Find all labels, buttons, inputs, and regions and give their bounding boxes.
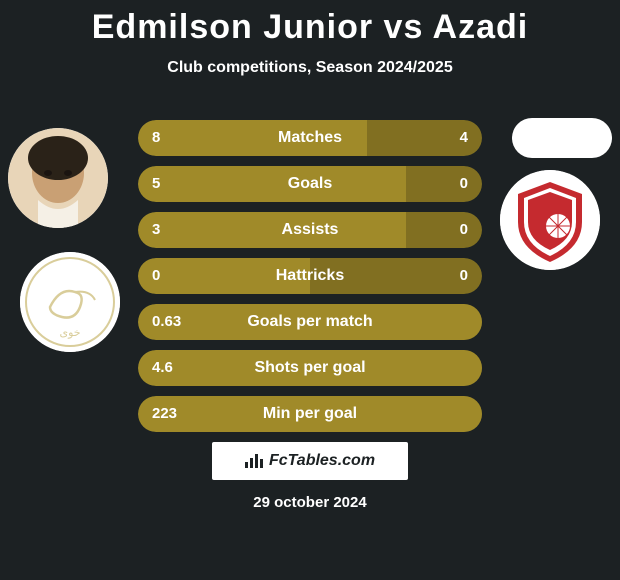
stat-row: 4.6Shots per goal	[138, 350, 482, 386]
player2-avatar	[512, 118, 612, 158]
brand-logo: FcTables.com	[212, 442, 408, 480]
stat-row: 3Assists0	[138, 212, 482, 248]
stat-value-right: 0	[460, 258, 468, 294]
stat-value-right: 0	[460, 212, 468, 248]
stat-rows: 8Matches45Goals03Assists00Hattricks00.63…	[138, 120, 482, 442]
brand-text: FcTables.com	[269, 452, 375, 470]
player1-club-crest: خوی	[20, 252, 120, 352]
stat-label: Matches	[138, 120, 482, 156]
stat-row: 0Hattricks0	[138, 258, 482, 294]
stat-label: Goals	[138, 166, 482, 202]
stat-row: 8Matches4	[138, 120, 482, 156]
stat-label: Shots per goal	[138, 350, 482, 386]
page-title: Edmilson Junior vs Azadi	[0, 0, 620, 47]
svg-text:خوی: خوی	[59, 327, 80, 339]
player2-club-crest	[500, 170, 600, 270]
player1-avatar	[8, 128, 108, 228]
date-text: 29 october 2024	[0, 494, 620, 511]
page-subtitle: Club competitions, Season 2024/2025	[0, 59, 620, 77]
stat-row: 0.63Goals per match	[138, 304, 482, 340]
stat-value-right: 0	[460, 166, 468, 202]
stat-row: 223Min per goal	[138, 396, 482, 432]
stat-label: Min per goal	[138, 396, 482, 432]
stat-label: Goals per match	[138, 304, 482, 340]
stat-label: Assists	[138, 212, 482, 248]
stat-label: Hattricks	[138, 258, 482, 294]
bars-icon	[245, 454, 263, 468]
stat-value-right: 4	[460, 120, 468, 156]
stat-row: 5Goals0	[138, 166, 482, 202]
